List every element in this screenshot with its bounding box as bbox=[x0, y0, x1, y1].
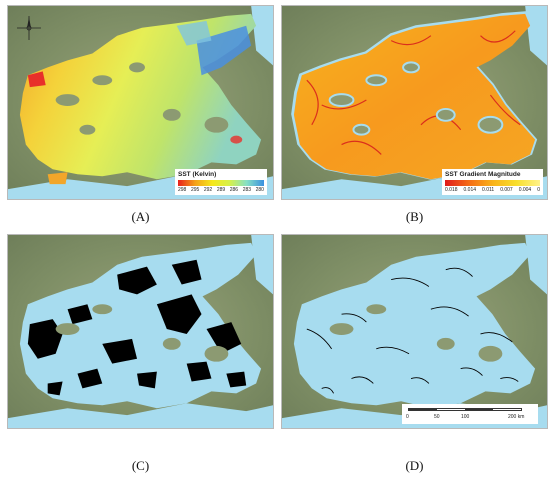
gradient-tick: 0.018 bbox=[445, 187, 458, 193]
scale-tick: 100 bbox=[461, 414, 470, 420]
sst-legend-title: SST (Kelvin) bbox=[178, 171, 217, 178]
gradient-legend-ticks: 0.018 0.014 0.011 0.007 0.004 0 bbox=[445, 187, 540, 193]
map-panel-front-mask bbox=[7, 234, 274, 429]
map-panel-front-lines: 0 50 100 200 km bbox=[281, 234, 548, 429]
caption-d: (D) bbox=[405, 458, 424, 473]
gradient-color-ramp bbox=[445, 180, 540, 186]
gradient-legend-title: SST Gradient Magnitude bbox=[445, 171, 521, 178]
sst-tick: 292 bbox=[203, 187, 213, 193]
sst-tick: 298 bbox=[178, 187, 187, 193]
scale-bar-graphic bbox=[408, 408, 522, 411]
caption-c: (C) bbox=[131, 458, 150, 473]
sst-legend-ticks: 298 295 292 289 286 283 280 bbox=[178, 187, 264, 193]
caption-b: (B) bbox=[405, 209, 424, 224]
gradient-tick: 0.014 bbox=[463, 187, 477, 193]
sst-tick: 286 bbox=[229, 187, 239, 193]
sst-color-ramp bbox=[178, 180, 264, 186]
scale-tick: 50 bbox=[434, 414, 440, 420]
sst-tick: 280 bbox=[255, 187, 264, 193]
gradient-tick: 0.007 bbox=[500, 187, 513, 193]
gradient-legend: SST Gradient Magnitude 0.018 0.014 0.011… bbox=[442, 169, 543, 195]
sst-tick: 295 bbox=[190, 187, 200, 193]
sst-legend: SST (Kelvin) 298 295 292 289 286 283 280 bbox=[175, 169, 267, 195]
gradient-tick: 0.004 bbox=[518, 187, 532, 193]
scale-tick: 0 bbox=[406, 414, 409, 420]
front-mask-map bbox=[8, 235, 273, 428]
caption-a: (A) bbox=[131, 209, 150, 224]
sst-tick: 283 bbox=[242, 187, 252, 193]
scale-bar: 0 50 100 200 km bbox=[402, 404, 538, 424]
compass-rose-icon bbox=[17, 16, 41, 40]
map-panel-sst: SST (Kelvin) 298 295 292 289 286 283 280 bbox=[7, 5, 274, 200]
sst-tick: 289 bbox=[216, 187, 226, 193]
gradient-tick: 0 bbox=[537, 187, 540, 193]
front-lines-map bbox=[282, 235, 547, 428]
gradient-tick: 0.011 bbox=[482, 187, 495, 193]
map-panel-gradient: SST Gradient Magnitude 0.018 0.014 0.011… bbox=[281, 5, 548, 200]
scale-tick: 200 km bbox=[508, 414, 525, 420]
